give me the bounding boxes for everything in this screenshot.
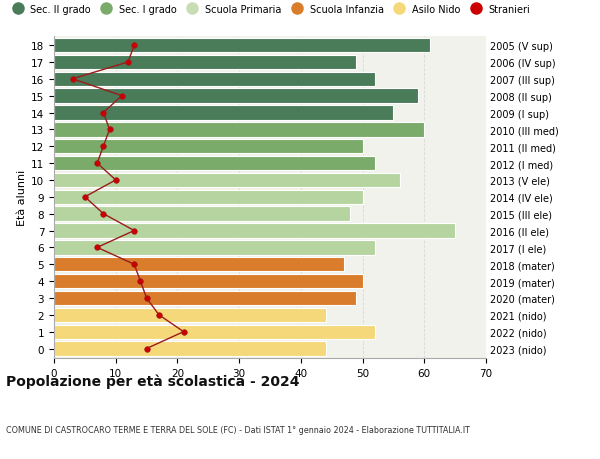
Bar [54, 308, 326, 322]
Bar [54, 207, 350, 221]
Bar [54, 190, 362, 205]
Text: COMUNE DI CASTROCARO TERME E TERRA DEL SOLE (FC) - Dati ISTAT 1° gennaio 2024 - : COMUNE DI CASTROCARO TERME E TERRA DEL S… [6, 425, 470, 434]
Bar [54, 140, 362, 154]
Bar [54, 106, 394, 120]
Bar [54, 325, 375, 339]
Bar [54, 56, 356, 70]
Y-axis label: Età alunni: Età alunni [17, 169, 27, 225]
Bar [54, 90, 418, 104]
Bar [54, 174, 400, 188]
Bar [54, 157, 375, 171]
Bar [54, 241, 375, 255]
Legend: Sec. II grado, Sec. I grado, Scuola Primaria, Scuola Infanzia, Asilo Nido, Stran: Sec. II grado, Sec. I grado, Scuola Prim… [8, 5, 530, 15]
Bar [54, 39, 430, 53]
Bar [54, 73, 375, 87]
Bar [54, 274, 362, 289]
Text: Popolazione per età scolastica - 2024: Popolazione per età scolastica - 2024 [6, 373, 299, 388]
Bar [54, 224, 455, 238]
Bar [54, 341, 326, 356]
Bar [54, 257, 344, 272]
Bar [54, 123, 424, 137]
Bar [54, 291, 356, 305]
